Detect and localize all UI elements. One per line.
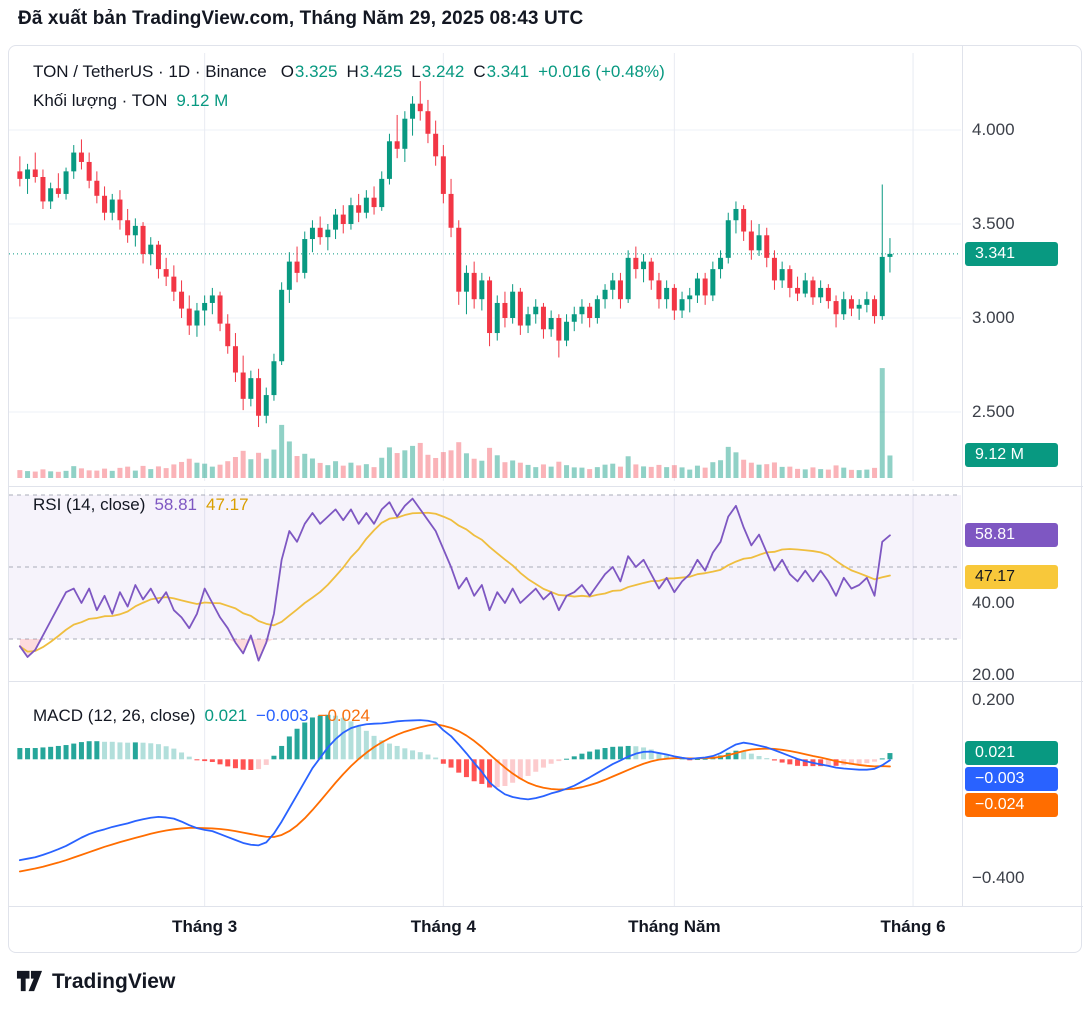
chart-card — [8, 45, 1082, 953]
macd-label: MACD (12, 26, close) — [33, 706, 196, 725]
change-value: +0.016 (+0.48%) — [538, 62, 665, 81]
low-label: L — [411, 62, 421, 81]
ohlc-close: C 3.341 — [473, 62, 529, 82]
ohlc-high: H 3.425 — [346, 62, 402, 82]
high-label: H — [346, 62, 359, 81]
symbol-title: TON / TetherUS · 1D · Binance — [33, 62, 267, 81]
rsi-value: 58.81 — [154, 495, 197, 514]
close-label: C — [473, 62, 486, 81]
tradingview-logo-icon — [16, 970, 43, 992]
macd-signal-value: −0.024 — [317, 706, 371, 725]
rsi-legend[interactable]: RSI (14, close) 58.81 47.17 — [33, 495, 249, 515]
brand-text: TradingView — [52, 969, 176, 993]
close-value: 3.341 — [486, 62, 530, 81]
symbol-legend[interactable]: TON / TetherUS · 1D · Binance O 3.325 H 3.… — [33, 62, 665, 82]
volume-label: Khối lượng · TON — [33, 91, 168, 110]
macd-legend[interactable]: MACD (12, 26, close) 0.021 −0.003 −0.024 — [33, 706, 370, 726]
volume-legend[interactable]: Khối lượng · TON 9.12 M — [33, 91, 228, 111]
high-value: 3.425 — [359, 62, 403, 81]
open-value: 3.325 — [294, 62, 338, 81]
rsi-label: RSI (14, close) — [33, 495, 146, 514]
tradingview-brand[interactable]: TradingView — [16, 969, 175, 994]
macd-hist-value: 0.021 — [204, 706, 248, 725]
ohlc-open: O 3.325 — [281, 62, 338, 82]
ohlc-low: L 3.242 — [411, 62, 464, 82]
low-value: 3.242 — [421, 62, 465, 81]
open-label: O — [280, 62, 294, 81]
rsi-ma-value: 47.17 — [205, 495, 249, 514]
macd-line-value: −0.003 — [256, 706, 309, 725]
volume-value: 9.12 M — [176, 91, 229, 110]
publish-info: Đã xuất bản TradingView.com, Tháng Năm 2… — [18, 8, 584, 29]
